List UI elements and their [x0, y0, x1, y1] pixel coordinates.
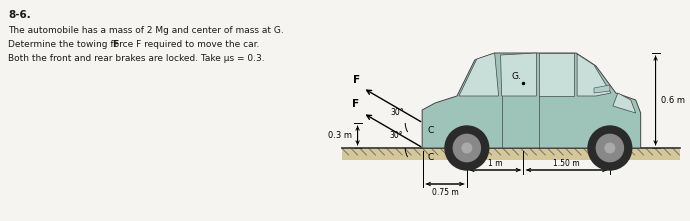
Circle shape	[462, 143, 472, 153]
Text: 8-6.: 8-6.	[8, 10, 30, 20]
Text: 0.75 m: 0.75 m	[432, 188, 458, 197]
Polygon shape	[594, 85, 610, 93]
Text: 1.50 m: 1.50 m	[553, 159, 580, 168]
Circle shape	[445, 126, 489, 170]
Circle shape	[453, 134, 480, 162]
Text: G.: G.	[511, 72, 522, 81]
Text: 0.6 m: 0.6 m	[660, 96, 684, 105]
Text: Both the front and rear brakes are locked. Take μs = 0.3.: Both the front and rear brakes are locke…	[8, 54, 264, 63]
Text: 30°: 30°	[390, 131, 403, 140]
Polygon shape	[459, 53, 499, 96]
Text: A: A	[464, 156, 470, 165]
Polygon shape	[540, 53, 574, 96]
Text: F: F	[112, 40, 119, 49]
Polygon shape	[613, 93, 635, 113]
Text: 30°: 30°	[391, 108, 404, 117]
Text: F: F	[353, 75, 360, 85]
Text: 0.3 m: 0.3 m	[328, 131, 352, 140]
Polygon shape	[577, 54, 611, 96]
Polygon shape	[422, 53, 641, 148]
Polygon shape	[501, 53, 536, 96]
Text: C: C	[427, 153, 433, 162]
Circle shape	[596, 134, 624, 162]
Text: The automobile has a mass of 2 Mg and center of mass at G.: The automobile has a mass of 2 Mg and ce…	[8, 26, 284, 35]
Text: Determine the towing force F required to move the car.: Determine the towing force F required to…	[8, 40, 259, 49]
Polygon shape	[342, 148, 680, 160]
Text: B: B	[607, 156, 613, 165]
Text: 1 m: 1 m	[488, 159, 502, 168]
Text: C: C	[427, 126, 433, 135]
Circle shape	[588, 126, 632, 170]
Text: F: F	[352, 99, 359, 109]
Circle shape	[605, 143, 615, 153]
